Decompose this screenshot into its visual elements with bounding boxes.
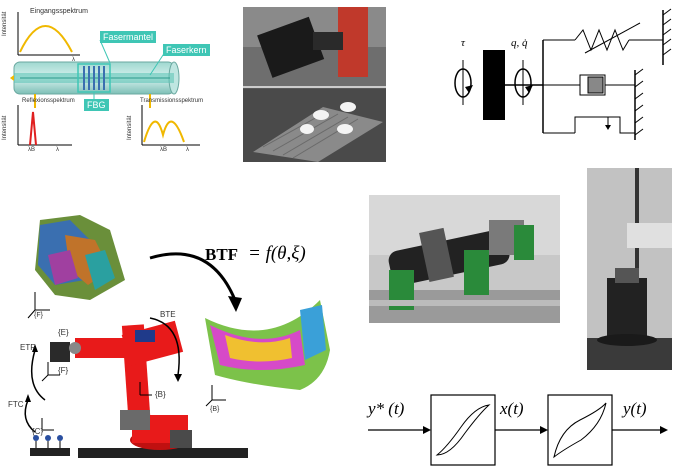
reflection-lambda-label: λ <box>56 147 59 153</box>
transmission-spectrum-plot <box>141 105 200 146</box>
sensor-photo-graphics <box>587 168 672 370</box>
frame-b-surface-label: {B} <box>210 406 220 413</box>
reflection-spectrum-label: Reflexionsspektrum <box>22 98 75 104</box>
transform-bte-label: BTE <box>160 310 176 319</box>
transform-equation-lhs: BTF <box>205 245 239 264</box>
frame-f-label: {F} <box>58 366 69 375</box>
frame-c-label: {C} <box>32 427 44 436</box>
reflection-spectrum-plot <box>17 105 72 146</box>
transmission-lambda-label: λ <box>186 147 189 153</box>
gripper-photo-graphics <box>243 7 386 162</box>
robot-kinematics-diagram: BTF = f(θ,ξ) {F} {B} {E} {F} {B} {C} ETF… <box>0 200 360 470</box>
fbg-label: FBG <box>84 99 109 111</box>
output-signal-label: y(t) <box>623 399 647 418</box>
dynamics-model-graphics <box>454 8 672 140</box>
input-spectrum-label: Eingangsspektrum <box>30 8 88 15</box>
torque-label: τ <box>461 37 465 49</box>
transmission-spectrum-label: Transmissionsspektrum <box>140 98 204 104</box>
fbg-diagram: Eingangsspektrum Intensität λ Fasermante… <box>0 0 220 165</box>
frame-e-label: {E} <box>58 328 69 337</box>
fiber-cladding-label: Fasermantel <box>100 31 157 43</box>
transmission-lambda-b-label: λB <box>160 147 168 153</box>
reflection-intensity-label: Intensität <box>2 115 8 140</box>
intermediate-signal-label: x(t) <box>500 399 524 418</box>
joint-position-label: q, q̇ <box>511 37 528 49</box>
fiber-core-label: Faserkern <box>163 44 210 56</box>
input-intensity-label: Intensität <box>2 11 8 36</box>
gripper-photo <box>243 7 386 162</box>
input-lambda-label: λ <box>72 57 75 63</box>
sensor-photo <box>587 168 672 370</box>
robot-kinematics-graphics <box>24 215 330 458</box>
hysteresis-block-graphics <box>368 394 668 466</box>
fbg-diagram-graphics <box>10 12 200 146</box>
transform-ftc-label: FTC <box>8 400 24 409</box>
input-signal-label: y* (t) <box>368 399 405 418</box>
reflection-lambda-b-label: λB <box>28 147 36 153</box>
optical-fiber <box>10 61 180 95</box>
frame-b-label: {B} <box>155 390 166 399</box>
hysteresis-block-diagram: y* (t) x(t) y(t) <box>365 385 675 470</box>
dynamics-model-diagram: τ q, q̇ <box>445 5 675 145</box>
transmission-intensity-label: Intensität <box>127 115 133 140</box>
test-bench-photo <box>369 195 560 323</box>
input-spectrum-plot <box>17 12 80 56</box>
transform-etf-label: ETF <box>20 343 36 352</box>
transform-equation-rhs: = f(θ,ξ) <box>248 243 306 264</box>
frame-f-top-label: {F} <box>34 312 43 319</box>
test-bench-photo-graphics <box>369 195 560 323</box>
